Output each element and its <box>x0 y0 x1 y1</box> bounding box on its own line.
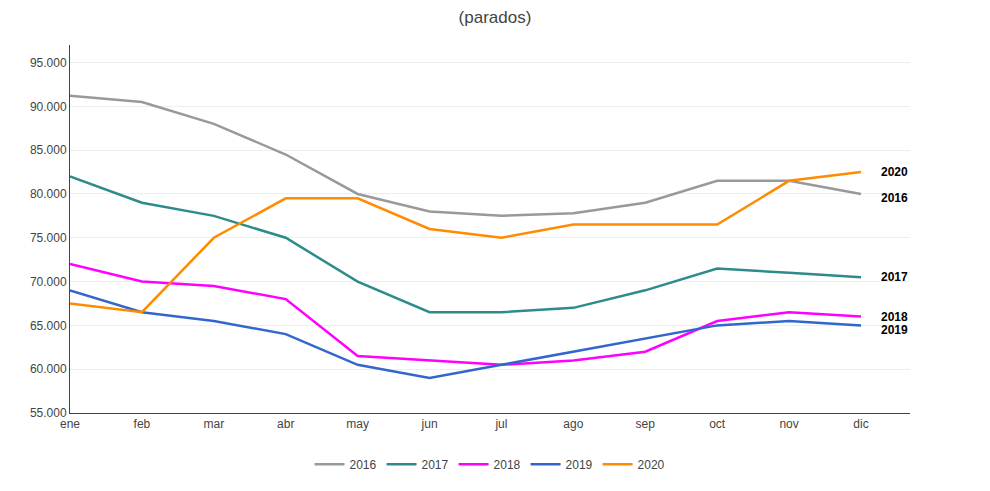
svg-text:2019: 2019 <box>881 323 908 337</box>
svg-text:ago: ago <box>563 417 583 431</box>
svg-text:70.000: 70.000 <box>30 275 67 289</box>
svg-text:90.000: 90.000 <box>30 100 67 114</box>
svg-text:80.000: 80.000 <box>30 187 67 201</box>
svg-text:may: may <box>346 417 369 431</box>
svg-text:(parados): (parados) <box>459 8 532 27</box>
svg-text:55.000: 55.000 <box>30 406 67 420</box>
svg-text:feb: feb <box>134 417 151 431</box>
svg-text:85.000: 85.000 <box>30 143 67 157</box>
svg-text:oct: oct <box>709 417 726 431</box>
svg-text:jun: jun <box>421 417 438 431</box>
svg-text:60.000: 60.000 <box>30 362 67 376</box>
svg-text:mar: mar <box>203 417 224 431</box>
svg-text:2017: 2017 <box>881 270 908 284</box>
svg-text:2016: 2016 <box>350 458 377 472</box>
svg-text:2020: 2020 <box>638 458 665 472</box>
svg-text:65.000: 65.000 <box>30 319 67 333</box>
svg-text:2017: 2017 <box>422 458 449 472</box>
svg-text:2018: 2018 <box>494 458 521 472</box>
svg-text:2018: 2018 <box>881 310 908 324</box>
svg-text:dic: dic <box>853 417 868 431</box>
svg-text:2019: 2019 <box>566 458 593 472</box>
svg-text:ene: ene <box>60 417 80 431</box>
svg-text:2016: 2016 <box>881 191 908 205</box>
svg-text:abr: abr <box>277 417 294 431</box>
svg-text:95.000: 95.000 <box>30 56 67 70</box>
svg-text:nov: nov <box>779 417 798 431</box>
svg-text:2020: 2020 <box>881 165 908 179</box>
svg-text:jul: jul <box>494 417 507 431</box>
svg-text:sep: sep <box>636 417 656 431</box>
svg-text:75.000: 75.000 <box>30 231 67 245</box>
